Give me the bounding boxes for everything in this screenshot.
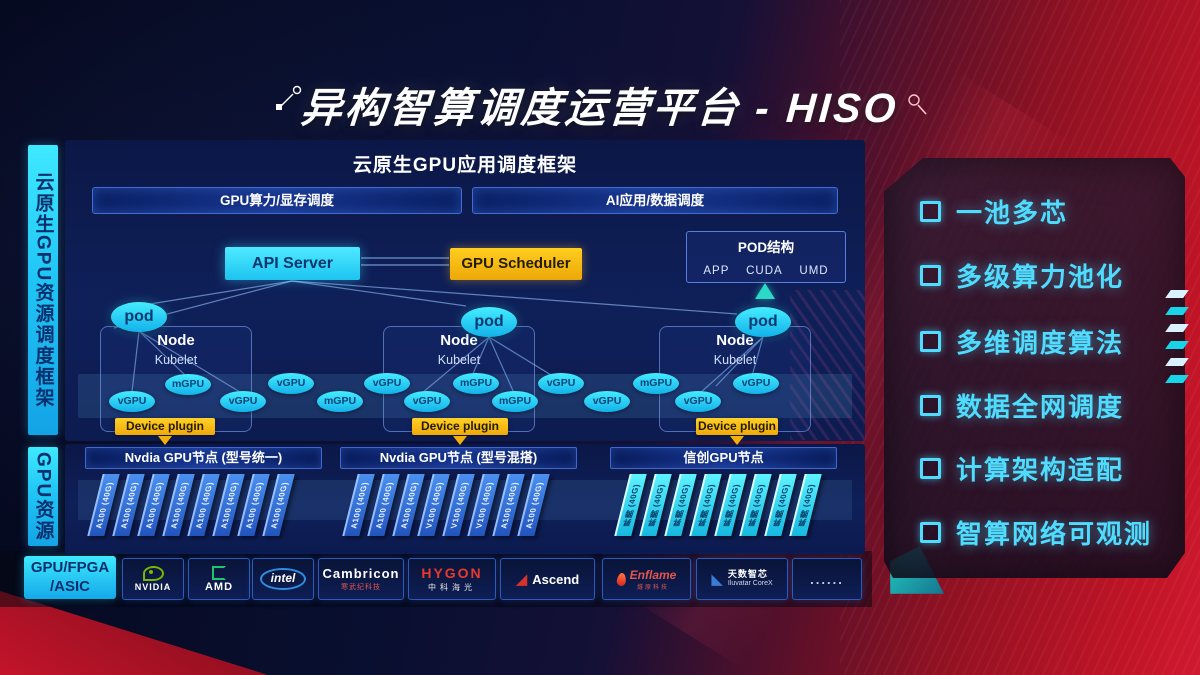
feature-item: 智算网络可观测: [920, 515, 1152, 549]
enflame-subtext: 燧原科技: [636, 584, 669, 591]
pod-ellipse: pod: [735, 307, 791, 337]
device-plugin-badge: Device plugin: [412, 418, 508, 435]
cambricon-subtext: 寒武纪科技: [341, 584, 381, 591]
iluvatar-subtext: Iluvatar CoreX: [727, 580, 773, 588]
section-xinchuang: 信创GPU节点: [610, 447, 837, 469]
up-arrow-icon: [755, 283, 775, 299]
pod-ellipse: pod: [461, 307, 517, 337]
vgpu-ellipse: vGPU: [220, 391, 266, 412]
enflame-logo: Enflame 燧原科技: [602, 558, 691, 600]
square-bullet-icon: [920, 200, 941, 222]
mgpu-ellipse: mGPU: [317, 391, 363, 412]
feature-text: 一池多芯: [956, 197, 1069, 228]
square-bullet-icon: [920, 521, 941, 543]
feature-item: 多维调度算法: [920, 324, 1124, 358]
amd-square-icon: [212, 565, 226, 580]
feature-text: 多级算力池化: [956, 261, 1125, 292]
square-bullet-icon: [920, 330, 941, 352]
kubelet-label: Kubelet: [713, 353, 757, 367]
pod-layer-cuda: CUDA: [746, 265, 783, 277]
section-nvidia-mixed: Nvdia GPU节点 (型号混搭): [340, 447, 577, 469]
down-arrow-icon: [730, 436, 744, 445]
sidebar-framework-label: 云原生GPU资源调度框架: [28, 145, 58, 435]
more-vendors-dots: ......: [810, 571, 844, 587]
nvidia-logo: NVIDIA: [122, 558, 184, 600]
framework-header: 云原生GPU应用调度框架: [352, 155, 578, 176]
device-plugin-badge: Device plugin: [696, 418, 778, 435]
device-plugin-badge: Device plugin: [115, 418, 215, 435]
hygon-subtext: 中科海光: [428, 583, 476, 592]
vgpu-ellipse: vGPU: [109, 391, 155, 412]
iluvatar-text: 天数智芯: [727, 569, 768, 580]
pod-layer-app: APP: [703, 265, 730, 277]
ascend-triangle-icon: ◢: [515, 570, 528, 588]
hygon-text: HYGON: [421, 565, 483, 581]
down-arrow-icon: [158, 436, 172, 445]
mgpu-ellipse: mGPU: [453, 373, 499, 394]
vgpu-ellipse: vGPU: [538, 373, 584, 394]
section-nvidia-uniform: Nvdia GPU节点 (型号统一): [85, 447, 322, 469]
feature-text: 智算网络可观测: [956, 518, 1153, 549]
vgpu-ellipse: vGPU: [404, 391, 450, 412]
sidebar-gpu-resource-label: GPU资源: [28, 447, 58, 546]
nvidia-text: NVIDIA: [134, 582, 172, 592]
feature-item: 数据全网调度: [920, 388, 1124, 422]
vgpu-ellipse: vGPU: [733, 373, 779, 394]
amd-text: AMD: [204, 580, 234, 593]
intel-logo: intel: [252, 558, 314, 600]
hardware-types-badge: GPU/FPGA /ASIC: [24, 556, 116, 599]
kubelet-label: Kubelet: [437, 353, 481, 367]
panel-corner-stripes-decor: [790, 290, 865, 440]
pod-structure-title: POD结构: [737, 240, 795, 255]
ascend-text: Ascend: [532, 571, 580, 587]
node-label: Node: [440, 332, 478, 349]
cambricon-text: Cambricon: [322, 566, 400, 581]
more-vendors-box: ......: [792, 558, 862, 600]
api-server-box: API Server: [225, 247, 360, 280]
pod-layer-umd: UMD: [799, 265, 829, 277]
cambricon-logo: Cambricon 寒武纪科技: [318, 558, 404, 600]
lane-ai-data-scheduling: AI应用/数据调度: [472, 187, 838, 214]
square-bullet-icon: [920, 394, 941, 416]
flame-icon: [615, 571, 627, 587]
iluvatar-triangle-icon: ◣: [711, 570, 723, 588]
feature-text: 计算架构适配: [956, 454, 1125, 485]
square-bullet-icon: [920, 457, 941, 479]
hardware-line1: GPU/FPGA: [30, 558, 110, 576]
feature-item: 一池多芯: [920, 194, 1068, 228]
feature-text: 数据全网调度: [956, 391, 1125, 422]
down-arrow-icon: [453, 436, 467, 445]
hygon-logo: HYGON 中科海光: [408, 558, 496, 600]
nvidia-eye-icon: [142, 566, 164, 581]
mgpu-ellipse: mGPU: [492, 391, 538, 412]
pod-ellipse: pod: [111, 302, 167, 332]
iluvatar-logo: ◣ 天数智芯 Iluvatar CoreX: [696, 558, 788, 600]
pod-structure-box: POD结构 APP CUDA UMD: [686, 231, 846, 283]
vgpu-ellipse: vGPU: [268, 373, 314, 394]
sidebar-framework-text: 云原生GPU资源调度框架: [32, 171, 54, 409]
feature-item: 计算架构适配: [920, 451, 1124, 485]
sidebar-resource-text: GPU资源: [32, 451, 54, 542]
hardware-line2: /ASIC: [49, 577, 90, 595]
vgpu-ellipse: vGPU: [364, 373, 410, 394]
feature-item: 多级算力池化: [920, 258, 1124, 292]
feature-panel: [884, 158, 1185, 578]
ascend-logo: ◢ Ascend: [500, 558, 595, 600]
feature-text: 多维调度算法: [956, 327, 1125, 358]
node-label: Node: [716, 332, 754, 349]
gpu-scheduler-box: GPU Scheduler: [450, 248, 582, 280]
square-bullet-icon: [920, 264, 941, 286]
amd-logo: AMD: [188, 558, 250, 600]
enflame-text: Enflame: [629, 567, 677, 582]
intel-text: intel: [259, 568, 307, 590]
lane-gpu-compute-scheduling: GPU算力/显存调度: [92, 187, 462, 214]
mgpu-ellipse: mGPU: [633, 373, 679, 394]
vgpu-ellipse: vGPU: [584, 391, 630, 412]
page-title: 异构智算调度运营平台 - HISO: [299, 85, 901, 131]
mgpu-ellipse: mGPU: [165, 374, 211, 395]
vgpu-ellipse: vGPU: [675, 391, 721, 412]
node-label: Node: [157, 332, 195, 349]
kubelet-label: Kubelet: [154, 353, 198, 367]
